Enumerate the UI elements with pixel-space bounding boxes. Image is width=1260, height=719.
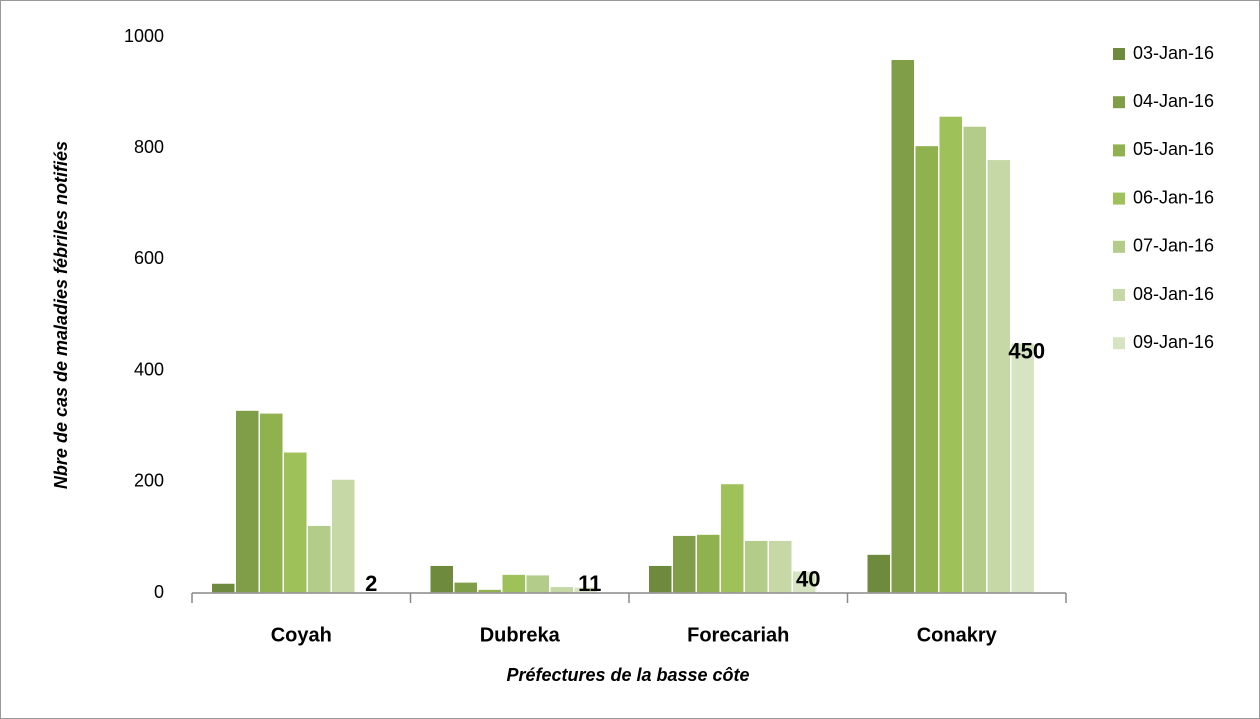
bar [501,573,527,594]
y-tick-label: 0 [154,582,164,602]
x-tick-label: Forecariah [687,624,789,646]
bar [719,482,745,594]
bar [234,409,260,594]
bar [914,144,940,594]
bar [258,412,284,594]
bar [1010,342,1036,594]
legend-label: 05-Jan-16 [1133,139,1214,159]
bar [986,158,1012,594]
bar [330,478,356,594]
legend-swatch [1113,289,1125,301]
legend-label: 08-Jan-16 [1133,284,1214,304]
y-tick-label: 400 [134,359,164,379]
x-tick-label: Dubreka [480,624,561,646]
data-label: 2 [365,571,377,596]
bar [429,564,455,594]
data-label: 40 [796,567,820,592]
legend-swatch [1113,144,1125,157]
legend-swatch [1113,240,1125,253]
bar [453,581,479,594]
y-tick-label: 800 [134,137,164,157]
legend-label: 07-Jan-16 [1133,236,1214,256]
legend-label: 09-Jan-16 [1133,332,1214,352]
bar [282,451,308,594]
bar [866,553,892,594]
y-tick-label: 200 [134,471,164,491]
x-axis-label: Préfectures de la basse côte [506,665,749,685]
data-label: 11 [578,571,601,596]
legend-swatch [1113,48,1125,60]
y-tick-label: 600 [134,248,164,268]
x-tick-label: Conakry [917,624,998,646]
bar [647,564,673,594]
data-label: 450 [1008,339,1045,364]
bar [210,582,236,594]
bar [671,534,697,594]
legend-swatch [1113,337,1125,350]
bar [743,539,769,594]
x-tick-label: Coyah [271,624,332,646]
bar [938,115,964,594]
bar [962,125,988,594]
legend-swatch [1113,96,1125,109]
bar [695,533,721,594]
bar [890,58,916,594]
legend-label: 03-Jan-16 [1133,43,1214,63]
legend-swatch [1113,192,1125,205]
y-axis-label: Nbre de cas de maladies fébriles notifié… [51,141,71,489]
bar [767,539,793,594]
bar [549,585,575,594]
legend-label: 06-Jan-16 [1133,187,1214,207]
y-tick-label: 1000 [124,26,164,46]
bar [525,573,551,594]
legend-label: 04-Jan-16 [1133,91,1214,111]
bar [306,524,332,594]
